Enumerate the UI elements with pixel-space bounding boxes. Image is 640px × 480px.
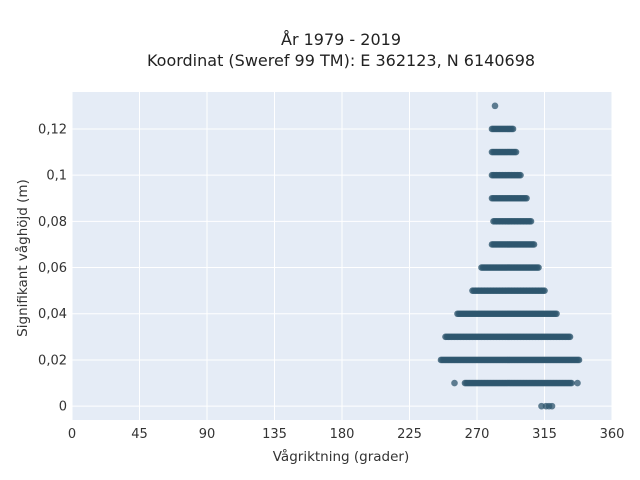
data-point [535, 264, 542, 271]
x-tick-label: 0 [68, 427, 76, 442]
y-tick-label: 0,12 [38, 122, 67, 137]
x-tick-label: 315 [532, 427, 557, 442]
data-band [488, 171, 524, 179]
data-band [478, 264, 542, 271]
data-band [461, 379, 575, 387]
data-band [488, 241, 538, 248]
x-tick-label: 225 [397, 427, 422, 442]
data-band [488, 194, 530, 202]
x-tick-label: 270 [465, 427, 490, 442]
x-axis-ticks: 0 45 90 135 180 225 270 315 360 [68, 427, 625, 442]
data-point [451, 379, 458, 387]
data-point [509, 125, 517, 133]
data-band [469, 287, 548, 294]
y-axis-ticks: 0 0,02 0,04 0,06 0,08 0,1 0,12 [38, 122, 67, 414]
y-tick-label: 0,08 [38, 215, 67, 230]
y-tick-label: 0 [59, 400, 67, 415]
x-tick-label: 360 [600, 427, 625, 442]
data-point [553, 310, 560, 318]
data-point [523, 194, 530, 202]
x-tick-label: 45 [131, 427, 148, 442]
x-tick-label: 180 [330, 427, 355, 442]
data-point [517, 171, 524, 179]
data-point [530, 241, 538, 248]
chart-subtitle: Koordinat (Sweref 99 TM): E 362123, N 61… [147, 51, 535, 70]
data-band [490, 218, 535, 225]
data-point [548, 402, 556, 410]
data-point [512, 148, 520, 156]
data-point [575, 356, 583, 364]
data-band [442, 333, 574, 341]
data-point [491, 102, 499, 110]
data-points [437, 102, 583, 410]
chart-title: År 1979 - 2019 [281, 30, 401, 49]
y-tick-label: 0,04 [38, 307, 67, 322]
x-tick-label: 135 [262, 427, 287, 442]
data-point [574, 379, 581, 387]
data-point [527, 218, 535, 225]
y-axis-label: Signifikant våghöjd (m) [14, 179, 31, 337]
x-axis-label: Vågriktning (grader) [273, 448, 410, 465]
data-point [566, 333, 574, 341]
y-tick-label: 0,1 [46, 169, 67, 184]
data-band [437, 356, 583, 364]
x-tick-label: 90 [199, 427, 216, 442]
data-band [488, 125, 517, 133]
data-point [568, 379, 575, 387]
data-band [488, 148, 520, 156]
data-band [454, 310, 560, 318]
y-tick-label: 0,02 [38, 353, 67, 368]
data-point [541, 287, 548, 294]
y-tick-label: 0,06 [38, 261, 67, 276]
